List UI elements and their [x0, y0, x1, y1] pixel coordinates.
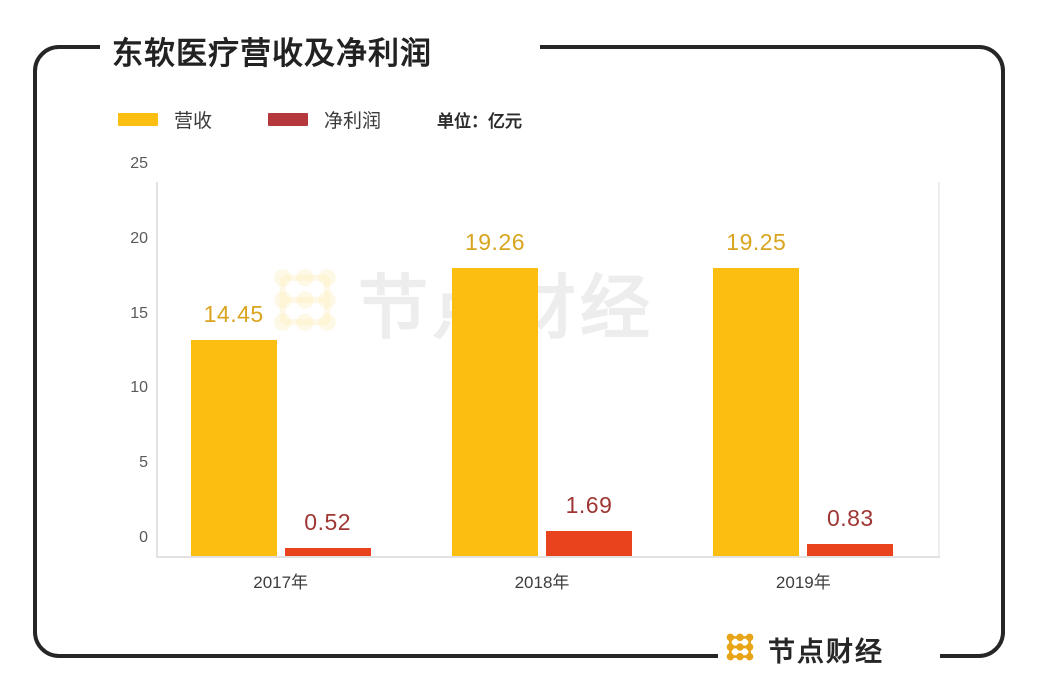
chart-legend: 营收 净利润 单位：亿元: [118, 106, 523, 133]
bar-value-profit: 0.83: [826, 504, 874, 531]
x-axis-category-label: 2019年: [775, 573, 831, 592]
brand-logo: 节点财经: [724, 630, 884, 669]
chart-plot-area: 14.45 0.52 19.26 1.69 19.25 0.83: [156, 182, 940, 558]
y-axis-line: [156, 182, 158, 558]
y-axis-ticks: 0 5 10 15 20 25: [108, 155, 148, 558]
bar-value-revenue: 19.26: [464, 228, 526, 255]
bar-group: 19.25 0.83: [713, 182, 894, 556]
bar-revenue[interactable]: [190, 339, 277, 556]
y-axis-tick-label: 5: [139, 454, 148, 472]
bar-value-profit: 0.52: [304, 509, 352, 536]
x-axis-line: [156, 556, 940, 558]
frame-gap-logo: [718, 651, 940, 667]
page-title: 东软医疗营收及净利润: [112, 36, 432, 71]
legend-swatch-icon: [268, 112, 309, 126]
legend-item-profit: 净利润: [268, 106, 381, 133]
x-axis-category-label: 2017年: [253, 573, 309, 592]
legend-item-revenue: 营收: [118, 106, 212, 133]
plot-right-gridline: [938, 182, 940, 558]
bar-group: 19.26 1.69: [452, 182, 632, 556]
bar-profit[interactable]: [284, 548, 371, 556]
y-axis-tick-label: 20: [130, 229, 148, 247]
bar-profit[interactable]: [546, 530, 632, 556]
x-axis-category-label: 2018年: [514, 573, 570, 592]
x-axis-labels: 2017年 2018年 2019年: [156, 568, 940, 596]
frame-gap-title: [100, 38, 540, 52]
legend-unit-label: 单位：亿元: [437, 111, 523, 131]
legend-label-profit: 净利润: [324, 110, 382, 132]
bar-revenue[interactable]: [713, 268, 800, 556]
legend-swatch-icon: [118, 112, 158, 126]
y-axis-tick-label: 25: [130, 155, 148, 172]
node-grid-icon: [724, 631, 756, 668]
y-axis-tick-label: 15: [130, 304, 148, 322]
bar-value-profit: 1.69: [565, 491, 613, 518]
legend-label-revenue: 营收: [174, 110, 213, 132]
bar-value-revenue: 14.45: [203, 300, 264, 327]
bar-value-revenue: 19.25: [726, 229, 787, 256]
bar-group: 14.45 0.52: [190, 182, 371, 556]
y-axis-tick-label: 10: [130, 379, 148, 397]
bar-revenue[interactable]: [452, 267, 538, 556]
bar-profit[interactable]: [807, 543, 894, 556]
brand-name: 节点财经: [768, 637, 884, 667]
y-axis-tick-label: 0: [139, 529, 148, 546]
